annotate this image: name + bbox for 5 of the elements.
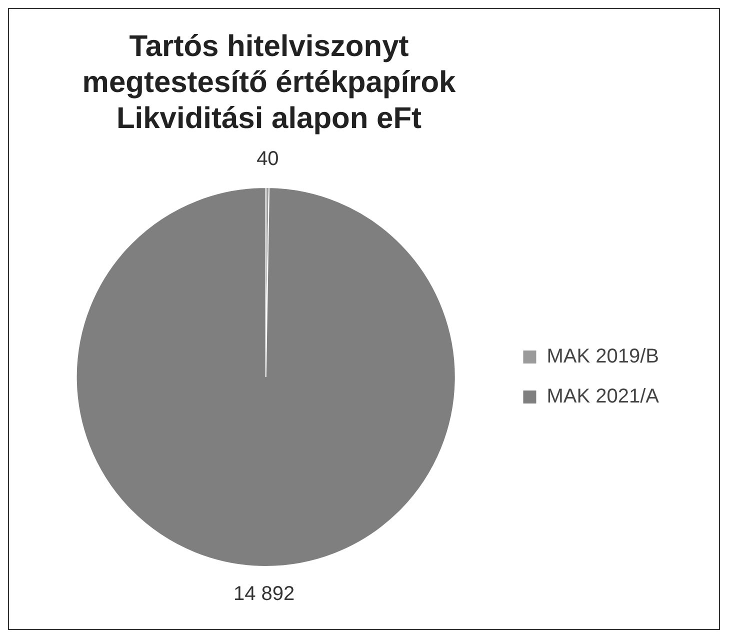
data-label: 14 892 <box>233 583 295 606</box>
data-label: 40 <box>256 148 279 170</box>
legend-label: MAK 2021/A <box>546 386 660 408</box>
legend-label: MAK 2019/B <box>546 346 660 368</box>
chart-title: Tartós hitelviszonyt megtestesítő értékpapírok Likviditási alapon eFt <box>81 29 457 137</box>
